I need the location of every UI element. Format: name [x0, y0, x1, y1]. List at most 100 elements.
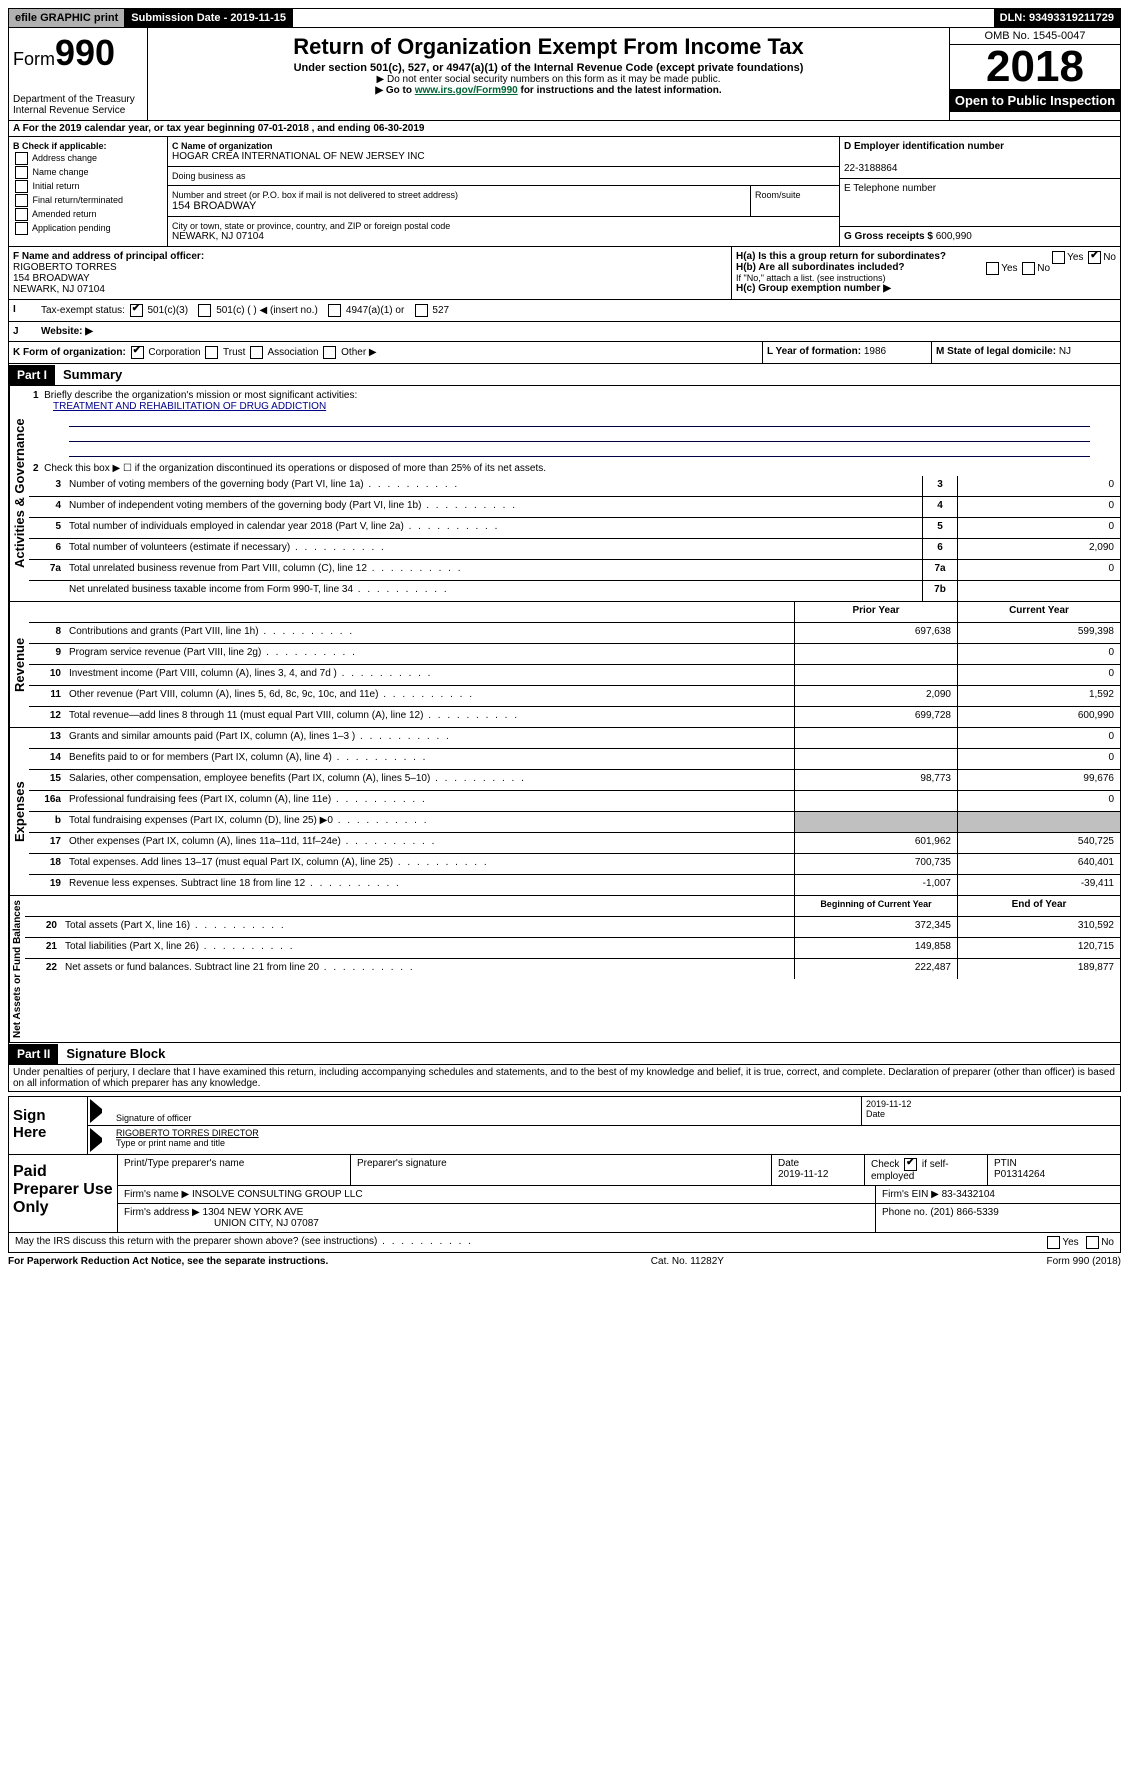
line-text: Total expenses. Add lines 13–17 (must eq…	[65, 854, 794, 874]
line-text: Total number of individuals employed in …	[65, 518, 922, 538]
submission-date: Submission Date - 2019-11-15	[125, 9, 293, 27]
line-text: Total number of volunteers (estimate if …	[65, 539, 922, 559]
hc-label: H(c) Group exemption number ▶	[736, 283, 891, 294]
irs-label: Internal Revenue Service	[13, 105, 143, 116]
page-footer: For Paperwork Reduction Act Notice, see …	[8, 1253, 1121, 1270]
line-value: 0	[957, 518, 1120, 538]
form-title: Return of Organization Exempt From Incom…	[152, 34, 945, 60]
end-year-header: End of Year	[957, 896, 1120, 916]
line-box: 5	[922, 518, 957, 538]
line-text: Other revenue (Part VIII, column (A), li…	[65, 686, 794, 706]
part1-header: Part I Summary	[8, 364, 1121, 386]
sign-date: 2019-11-12	[866, 1099, 911, 1109]
dba-label: Doing business as	[172, 171, 835, 181]
prior-value: 700,735	[794, 854, 957, 874]
begin-year-header: Beginning of Current Year	[794, 896, 957, 916]
addr-label: Number and street (or P.O. box if mail i…	[172, 190, 746, 200]
line-box: 4	[922, 497, 957, 517]
prior-value	[794, 665, 957, 685]
current-value: 599,398	[957, 623, 1120, 643]
prior-value: -1,007	[794, 875, 957, 895]
firm-phone: (201) 866-5339	[930, 1207, 998, 1218]
paid-preparer-section: Paid Preparer Use Only Print/Type prepar…	[8, 1155, 1121, 1233]
signature-arrow-icon	[90, 1128, 110, 1152]
dln-label: DLN: 93493319211729	[994, 9, 1120, 27]
line-value: 0	[957, 476, 1120, 496]
form-number: Form990	[13, 32, 143, 74]
paid-preparer-label: Paid Preparer Use Only	[9, 1155, 117, 1232]
box-b-checkboxes: B Check if applicable: Address change Na…	[9, 137, 168, 246]
preparer-date: 2019-11-12	[778, 1169, 828, 1180]
line-text: Grants and similar amounts paid (Part IX…	[65, 728, 794, 748]
current-value: 120,715	[957, 938, 1120, 958]
line-text: Contributions and grants (Part VIII, lin…	[65, 623, 794, 643]
line-text: Revenue less expenses. Subtract line 18 …	[65, 875, 794, 895]
officer-label: F Name and address of principal officer:	[13, 251, 204, 262]
line-text: Salaries, other compensation, employee b…	[65, 770, 794, 790]
org-city: NEWARK, NJ 07104	[172, 231, 835, 242]
line-box: 3	[922, 476, 957, 496]
line-text: Total unrelated business revenue from Pa…	[65, 560, 922, 580]
phone-label: E Telephone number	[844, 183, 936, 194]
discuss-row: May the IRS discuss this return with the…	[8, 1233, 1121, 1253]
corp-checkbox[interactable]	[131, 346, 144, 359]
warning-line: ▶ Do not enter social security numbers o…	[152, 74, 945, 85]
tax-status-row: I Tax-exempt status: 501(c)(3) 501(c) ( …	[8, 300, 1121, 322]
officer-printed-name: RIGOBERTO TORRES DIRECTOR	[116, 1128, 259, 1138]
line-box: 6	[922, 539, 957, 559]
line-text: Total fundraising expenses (Part IX, col…	[65, 812, 794, 832]
goto-line: ▶ Go to www.irs.gov/Form990 for instruct…	[152, 85, 945, 96]
city-label: City or town, state or province, country…	[172, 221, 835, 231]
self-employed-checkbox[interactable]	[904, 1158, 917, 1171]
current-value: 189,877	[957, 959, 1120, 979]
signature-arrow-icon	[90, 1099, 110, 1123]
line-text: Total revenue—add lines 8 through 11 (mu…	[65, 707, 794, 727]
officer-addr2: NEWARK, NJ 07104	[13, 284, 105, 295]
ptin-value: P01314264	[994, 1169, 1045, 1180]
line-text: Other expenses (Part IX, column (A), lin…	[65, 833, 794, 853]
current-value: 540,725	[957, 833, 1120, 853]
line-text: Net assets or fund balances. Subtract li…	[61, 959, 794, 979]
current-value: 0	[957, 749, 1120, 769]
prior-value: 2,090	[794, 686, 957, 706]
current-value: 640,401	[957, 854, 1120, 874]
firm-addr1: 1304 NEW YORK AVE	[203, 1207, 304, 1218]
firm-name: INSOLVE CONSULTING GROUP LLC	[192, 1189, 363, 1200]
firm-ein: 83-3432104	[942, 1189, 995, 1200]
entity-info: B Check if applicable: Address change Na…	[8, 137, 1121, 247]
ha-label: H(a) Is this a group return for subordin…	[736, 251, 946, 262]
line-box: 7a	[922, 560, 957, 580]
section-a-tax-year: A For the 2019 calendar year, or tax yea…	[8, 121, 1121, 137]
signature-section: Sign Here Signature of officer 2019-11-1…	[8, 1096, 1121, 1155]
current-value: 0	[957, 665, 1120, 685]
current-value: 99,676	[957, 770, 1120, 790]
line-text: Investment income (Part VIII, column (A)…	[65, 665, 794, 685]
current-value: 0	[957, 791, 1120, 811]
line-value: 0	[957, 497, 1120, 517]
current-value: -39,411	[957, 875, 1120, 895]
efile-button[interactable]: efile GRAPHIC print	[9, 9, 125, 27]
prior-value	[794, 791, 957, 811]
current-value: 0	[957, 644, 1120, 664]
officer-name: RIGOBERTO TORRES	[13, 262, 117, 273]
line-text: Number of independent voting members of …	[65, 497, 922, 517]
form-header: Form990 Department of the Treasury Inter…	[8, 28, 1121, 121]
room-label: Room/suite	[751, 186, 839, 216]
line-text: Number of voting members of the governin…	[65, 476, 922, 496]
prior-year-header: Prior Year	[794, 602, 957, 622]
line-text: Total assets (Part X, line 16)	[61, 917, 794, 937]
irs-link[interactable]: www.irs.gov/Form990	[415, 85, 518, 96]
k-row: K Form of organization: Corporation Trus…	[8, 342, 1121, 364]
top-bar: efile GRAPHIC print Submission Date - 20…	[8, 8, 1121, 28]
year-formation: 1986	[864, 346, 886, 357]
prior-value: 149,858	[794, 938, 957, 958]
line-value	[957, 581, 1120, 601]
mission-text: TREATMENT AND REHABILITATION OF DRUG ADD…	[53, 401, 326, 412]
prior-value: 222,487	[794, 959, 957, 979]
dept-treasury: Department of the Treasury	[13, 94, 143, 105]
prior-value: 697,638	[794, 623, 957, 643]
line-text: Benefits paid to or for members (Part IX…	[65, 749, 794, 769]
perjury-statement: Under penalties of perjury, I declare th…	[8, 1065, 1121, 1092]
current-value: 310,592	[957, 917, 1120, 937]
501c3-checkbox[interactable]	[130, 304, 143, 317]
